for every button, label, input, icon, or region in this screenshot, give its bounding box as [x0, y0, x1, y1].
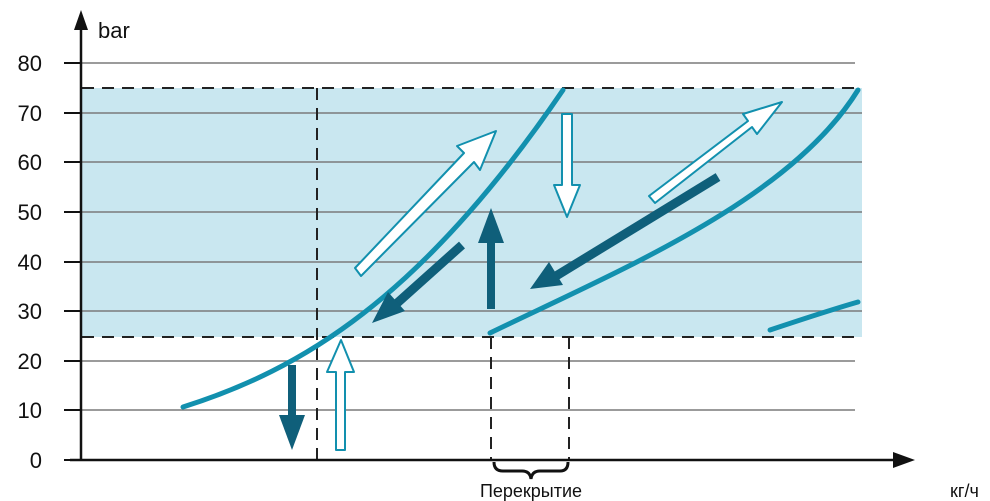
y-tick-labels: 0 10 20 30 40 50 60 70 80	[18, 51, 42, 473]
dashed-boundaries	[82, 87, 862, 460]
arrow-up-solid-center	[478, 208, 504, 309]
arrow-down-solid-left	[279, 365, 305, 450]
y-tick-label-10: 10	[18, 398, 42, 423]
y-tick-label-20: 20	[18, 349, 42, 374]
arrow-down-outline-right	[553, 113, 581, 218]
curve-stage-2	[487, 87, 861, 336]
arrow-diag-solid-right	[530, 173, 721, 289]
curve-stage-1	[180, 87, 566, 410]
outline-arrows	[326, 101, 783, 451]
x-axis-arrowhead	[893, 452, 915, 468]
x-axis-label: кг/ч	[950, 481, 979, 501]
curves	[180, 87, 861, 410]
arrow-diag-outline-right	[648, 101, 783, 204]
arrow-up-outline-left	[326, 339, 355, 451]
y-tick-label-30: 30	[18, 299, 42, 324]
y-tick-label-60: 60	[18, 150, 42, 175]
y-tick-label-50: 50	[18, 200, 42, 225]
y-axis-label: bar	[98, 18, 130, 43]
curve-stage-3	[767, 299, 861, 333]
overlap-brace	[492, 461, 570, 480]
y-tick-label-80: 80	[18, 51, 42, 76]
y-tick-label-0: 0	[30, 448, 42, 473]
y-tick-label-40: 40	[18, 250, 42, 275]
y-ticks	[64, 62, 81, 461]
solid-arrows	[279, 173, 721, 450]
overlap-label: Перекрытие	[480, 481, 582, 501]
arrow-diag-outline-left	[354, 130, 497, 277]
y-tick-label-70: 70	[18, 101, 42, 126]
y-axis-arrowhead	[74, 10, 88, 30]
axes	[70, 10, 915, 468]
arrow-diag-solid-left	[372, 241, 466, 323]
